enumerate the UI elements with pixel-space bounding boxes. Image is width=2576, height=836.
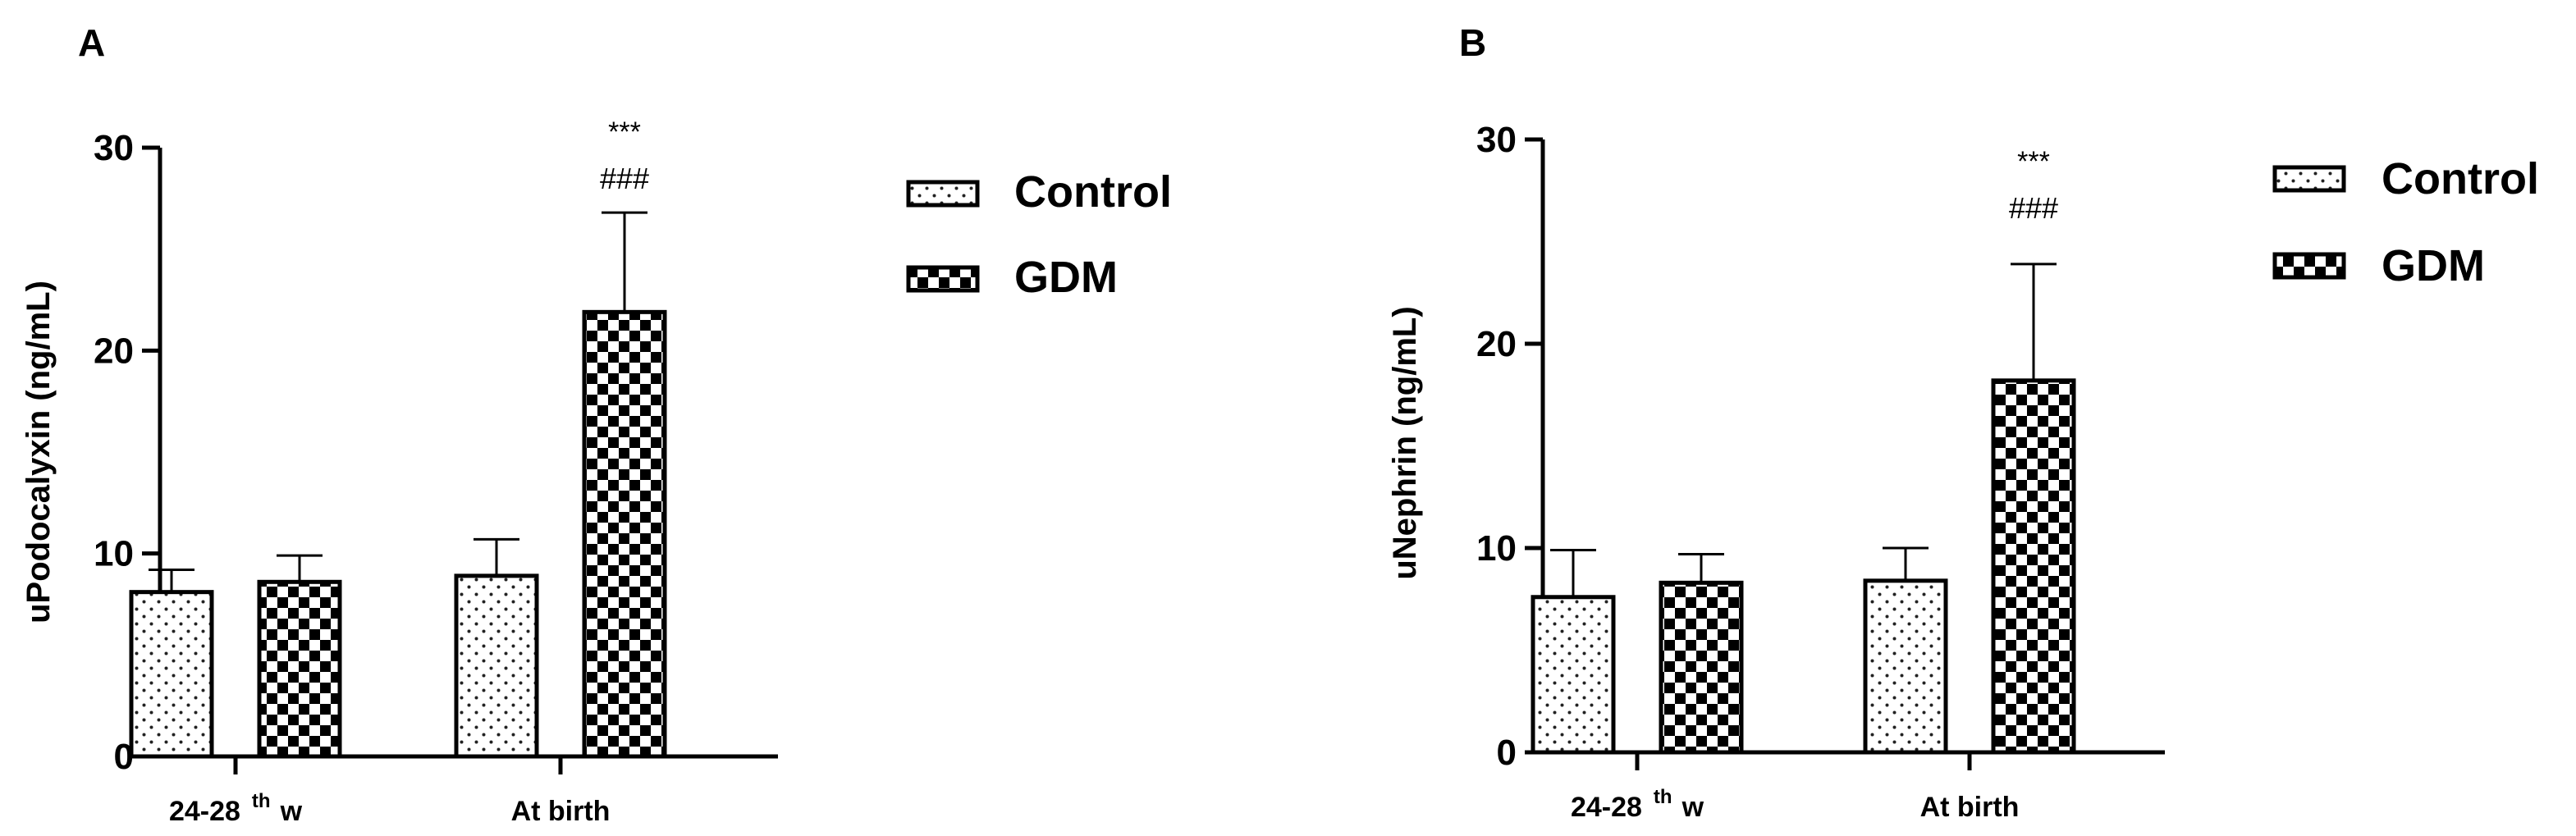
bar-control-0	[129, 590, 214, 759]
bar-control-1	[1863, 578, 1948, 755]
bar-gdm-0	[257, 579, 342, 759]
legend-swatch-gdm	[906, 265, 980, 293]
legend: Control GDM	[2272, 154, 2539, 290]
x-tick-label: At birth	[511, 796, 611, 827]
y-tick-label: 10	[1476, 528, 1517, 569]
significance-label: ***	[2017, 146, 2050, 177]
x-ticks: 24-28 th w At birth	[169, 756, 610, 827]
bar-control-1	[454, 573, 539, 759]
x-tick-label: 24-28 th w	[1571, 786, 1704, 823]
y-tick-label: 0	[1497, 733, 1517, 773]
legend-swatch-gdm	[2272, 252, 2346, 280]
annotations: *** ###	[2009, 146, 2058, 225]
legend-swatch-control	[906, 180, 980, 208]
legend: Control GDM	[906, 167, 1172, 302]
significance-label: ###	[2009, 191, 2058, 225]
x-ticks: 24-28 th w At birth	[1571, 752, 2019, 823]
y-tick-label: 20	[1476, 324, 1517, 364]
significance-label: ***	[608, 116, 641, 148]
legend-label-control: Control	[1014, 167, 1172, 217]
y-tick-label: 10	[94, 534, 134, 574]
y-tick-label: 30	[94, 128, 134, 168]
y-tick-label: 20	[94, 331, 134, 371]
bars	[129, 211, 667, 759]
panel-label: A	[78, 21, 105, 64]
panel-label: B	[1459, 21, 1486, 64]
significance-label: ###	[600, 162, 649, 195]
y-ticks: 0 10 20 30	[1476, 120, 1543, 773]
bars	[1531, 263, 2076, 755]
bar-gdm-1	[1991, 378, 2076, 755]
bar-control-0	[1531, 595, 1616, 755]
y-axis-label: uPodocalyxin (ng/mL)	[21, 281, 57, 624]
x-tick-label: 24-28 th w	[169, 790, 303, 827]
annotations: *** ###	[600, 116, 649, 195]
chart-panel-b: B uNephrin (ng/mL) 0 10 20 30 24-28 th w At bi…	[1387, 21, 2539, 823]
bar-gdm-1	[582, 309, 667, 759]
x-tick-label: At birth	[1920, 792, 2020, 823]
bar-gdm-0	[1659, 580, 1744, 755]
legend-label-control: Control	[2382, 154, 2539, 203]
legend-swatch-control	[2272, 165, 2346, 193]
y-axis-label: uNephrin (ng/mL)	[1387, 306, 1423, 579]
y-tick-label: 30	[1476, 120, 1517, 160]
legend-label-gdm: GDM	[1014, 253, 1118, 302]
legend-label-gdm: GDM	[2382, 241, 2485, 290]
